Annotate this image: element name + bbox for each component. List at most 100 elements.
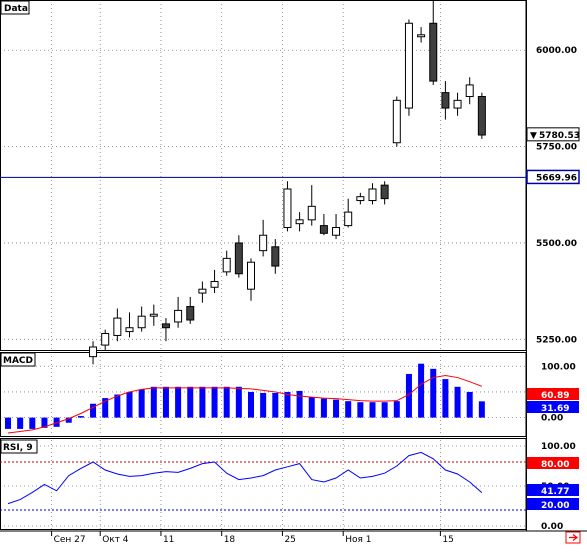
candle[interactable] (174, 296, 183, 328)
bull-candle-body (89, 346, 98, 358)
rsi-tick-label: 0.00 (541, 522, 563, 532)
macd-bar (320, 398, 327, 418)
price-tick-label: 6000.00 (536, 46, 577, 56)
bull-candle-body (465, 84, 474, 97)
horizontal-line-badge: 5669.96 (526, 169, 580, 185)
bear-candle-body (477, 95, 486, 136)
macd-panel[interactable] (5, 363, 485, 434)
macd-bar (90, 403, 97, 418)
macd-signal-line (7, 374, 483, 434)
macd-bar (308, 397, 315, 418)
candle[interactable] (441, 81, 450, 120)
bull-candle-body (113, 317, 122, 336)
candle[interactable] (368, 183, 377, 205)
macd-bar (466, 391, 473, 418)
bull-candle-body (295, 219, 304, 225)
bull-candle-body (368, 188, 377, 202)
candle[interactable] (137, 306, 146, 332)
bull-candle-body (332, 227, 341, 236)
candle[interactable] (234, 235, 243, 278)
candle[interactable] (356, 192, 365, 205)
candle[interactable] (259, 219, 268, 257)
rsi-panel[interactable] (0, 451, 526, 511)
price-tick-label: 5750.00 (536, 143, 577, 153)
candle[interactable] (186, 296, 195, 324)
candle[interactable] (271, 239, 280, 274)
macd-bar (29, 417, 36, 429)
close-chart-button[interactable] (565, 531, 581, 544)
macd-bar (454, 386, 461, 418)
current-price-badge: ▼ 5780.53 (526, 127, 580, 142)
candle[interactable] (222, 250, 231, 276)
macd-bar (162, 386, 169, 418)
time-axis: Сен 27 Окт 4 11 18 25 Ноя 1 15 (51, 531, 454, 545)
macd-bar (296, 390, 303, 418)
bull-candle-body (247, 261, 255, 290)
candle[interactable] (125, 312, 134, 338)
macd-bar (393, 401, 400, 418)
candle[interactable] (392, 96, 401, 147)
macd-panel-label-text: MACD (3, 356, 33, 366)
candle[interactable] (404, 19, 413, 116)
macd-bar (405, 373, 412, 418)
macd-tick-label: 0.00 (541, 414, 563, 424)
candle[interactable] (295, 212, 304, 232)
rsi-line (7, 451, 483, 505)
candle[interactable] (101, 329, 110, 351)
candle[interactable] (89, 341, 98, 365)
candle[interactable] (465, 77, 474, 105)
candle[interactable] (344, 198, 353, 228)
rsi-panel-label: RSI, 9 (0, 439, 38, 454)
macd-bar (478, 401, 485, 418)
macd-bar (333, 399, 340, 418)
candle[interactable] (247, 258, 255, 301)
macd-bar (223, 386, 230, 418)
candle[interactable] (198, 281, 207, 303)
bull-candle-body (404, 22, 413, 109)
candle[interactable] (417, 27, 426, 43)
time-tick-label: 11 (163, 535, 174, 545)
bear-candle-body (186, 306, 195, 321)
candle[interactable] (307, 185, 316, 226)
macd-bar (5, 417, 11, 429)
bear-candle-body (161, 323, 170, 329)
candle[interactable] (380, 181, 389, 205)
rsi-level-80-badge: 80.00 (527, 457, 579, 470)
candle[interactable] (319, 214, 328, 236)
candle[interactable] (283, 181, 292, 232)
macd-bar (150, 386, 157, 418)
candle[interactable] (477, 92, 486, 139)
bear-candle-body (380, 184, 389, 200)
bull-candle-body (198, 288, 207, 294)
candle[interactable] (149, 304, 158, 326)
macd-bar (418, 363, 425, 418)
candle[interactable] (453, 92, 462, 116)
candle[interactable] (161, 318, 170, 342)
time-tick-label: 15 (442, 535, 453, 545)
time-tick-label: Окт 4 (102, 535, 129, 545)
price-panel[interactable] (0, 0, 526, 365)
bear-candle-body (234, 242, 243, 275)
macd-bar (381, 402, 388, 418)
rsi-current-value: 41.77 (541, 487, 569, 497)
candle[interactable] (332, 214, 341, 240)
macd-bar (369, 402, 376, 418)
candle[interactable] (210, 269, 219, 294)
macd-bar (442, 379, 449, 418)
bull-candle-body (283, 188, 292, 229)
bear-candle-body (441, 92, 450, 109)
bull-candle-body (222, 257, 231, 273)
macd-bar (357, 402, 364, 418)
macd-bar (102, 398, 109, 418)
candle[interactable] (429, 0, 438, 85)
time-tick-label: 18 (224, 535, 236, 545)
price-panel-label-text: Data (4, 4, 28, 14)
macd-bar (345, 401, 352, 418)
macd-bar (17, 417, 24, 429)
bull-candle-body (149, 313, 158, 317)
macd-signal-value: 60.89 (541, 391, 569, 401)
candle[interactable] (113, 308, 122, 342)
